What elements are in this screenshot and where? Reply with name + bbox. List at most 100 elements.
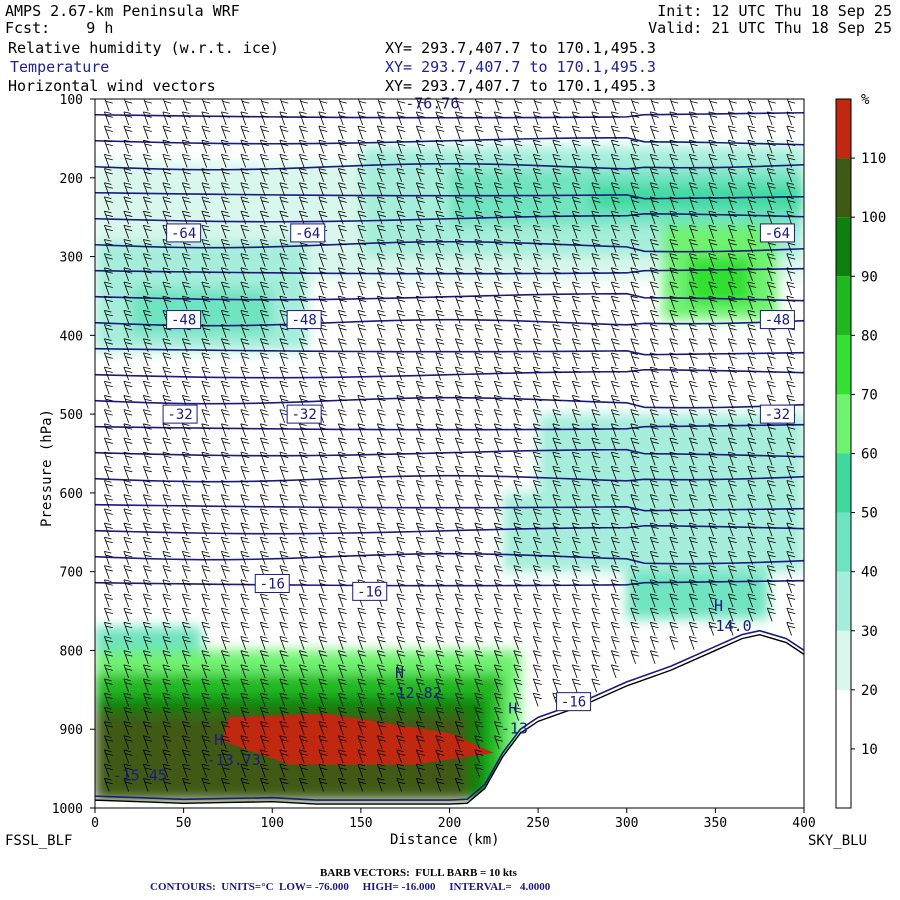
wind-barb <box>454 636 464 650</box>
wind-barb <box>415 707 425 721</box>
isotherm <box>95 368 804 379</box>
wind-barb <box>630 607 640 622</box>
wind-barb <box>201 366 211 381</box>
wind-barb <box>182 423 191 438</box>
wind-barb <box>610 281 620 296</box>
wind-barb <box>766 536 776 551</box>
wind-barb <box>708 267 718 282</box>
wind-barb <box>318 281 328 296</box>
wind-barb <box>162 125 172 140</box>
wind-barb <box>630 352 640 367</box>
wind-barb <box>298 650 308 664</box>
wind-barb <box>532 352 542 367</box>
wind-barb <box>630 168 640 182</box>
wind-barb <box>435 366 445 381</box>
wind-barb <box>143 309 152 324</box>
wind-barb <box>454 480 464 494</box>
wind-barb <box>259 267 269 282</box>
wind-barb <box>298 678 308 693</box>
wind-barb <box>337 735 347 750</box>
wind-barb <box>532 395 542 409</box>
wind-barb <box>337 692 347 707</box>
wind-barb <box>688 295 698 310</box>
wind-barb <box>298 366 308 381</box>
wind-barb <box>571 281 581 296</box>
wind-barb <box>376 536 386 551</box>
wind-barb <box>201 338 211 353</box>
wind-barb <box>357 437 367 452</box>
wind-barb <box>571 139 581 154</box>
wind-barb <box>201 324 211 338</box>
wind-barb <box>201 423 211 438</box>
wind-barb <box>376 395 386 409</box>
wind-barb <box>259 239 269 253</box>
wind-barb <box>727 536 737 551</box>
wind-barb <box>708 593 718 608</box>
wind-barb <box>123 621 133 636</box>
wind-barb <box>688 210 698 225</box>
wind-barb <box>279 480 289 494</box>
wind-barb <box>182 494 191 508</box>
wind-barb <box>571 125 581 140</box>
wind-barb <box>766 565 776 579</box>
wind-barb <box>435 295 445 310</box>
wind-barb <box>259 735 269 750</box>
wind-barb <box>493 707 503 721</box>
wind-barb <box>610 182 620 197</box>
wind-barb <box>259 650 269 664</box>
wind-barb <box>610 423 620 438</box>
wind-barb <box>727 437 737 452</box>
colorbar-label: 100 <box>861 210 886 226</box>
wind-barb <box>279 721 289 735</box>
wind-barb <box>766 551 776 565</box>
wind-barb <box>376 721 386 735</box>
wind-barb <box>298 380 308 395</box>
wind-barb <box>357 395 367 409</box>
wind-barb <box>279 295 289 310</box>
wind-barb <box>708 508 718 523</box>
wind-barb <box>415 607 425 622</box>
wind-barb <box>182 125 191 140</box>
wind-barb <box>571 579 581 594</box>
wind-barb <box>591 324 601 338</box>
wind-barb <box>688 536 698 551</box>
wind-barb <box>649 111 659 126</box>
wind-barb <box>669 267 679 282</box>
wind-barb <box>357 480 367 494</box>
wind-barb <box>532 536 542 551</box>
wind-barb <box>201 210 211 225</box>
wind-barb <box>474 352 484 367</box>
wind-barb <box>337 451 347 466</box>
wind-barb <box>182 153 191 168</box>
wind-barb <box>591 224 601 239</box>
wind-barb <box>259 111 269 126</box>
wind-barb <box>552 494 562 508</box>
wind-barb <box>259 253 269 267</box>
wind-barb <box>143 607 152 622</box>
wind-barb <box>454 352 464 367</box>
wind-barb <box>143 168 152 182</box>
wind-barb <box>221 338 230 353</box>
wind-barb <box>221 395 230 409</box>
wind-barb <box>552 324 562 338</box>
wind-barb <box>688 508 698 523</box>
wind-barb <box>688 551 698 565</box>
wind-barb <box>649 636 659 650</box>
wind-barb <box>104 536 113 551</box>
wind-barb <box>708 437 718 452</box>
wind-barb <box>162 636 172 650</box>
wind-barb <box>104 366 113 381</box>
wind-barb <box>532 139 542 154</box>
wind-barb <box>162 678 172 693</box>
wind-barb <box>162 480 172 494</box>
wind-barb <box>143 224 152 239</box>
wind-barb <box>669 253 679 267</box>
wind-barb <box>513 451 523 466</box>
wind-barb <box>493 338 503 353</box>
wind-barb <box>201 621 211 636</box>
wind-barb <box>435 650 445 664</box>
wind-barb <box>454 494 464 508</box>
wind-barb <box>435 593 445 608</box>
wind-barb <box>474 182 484 197</box>
wind-barb <box>727 267 737 282</box>
